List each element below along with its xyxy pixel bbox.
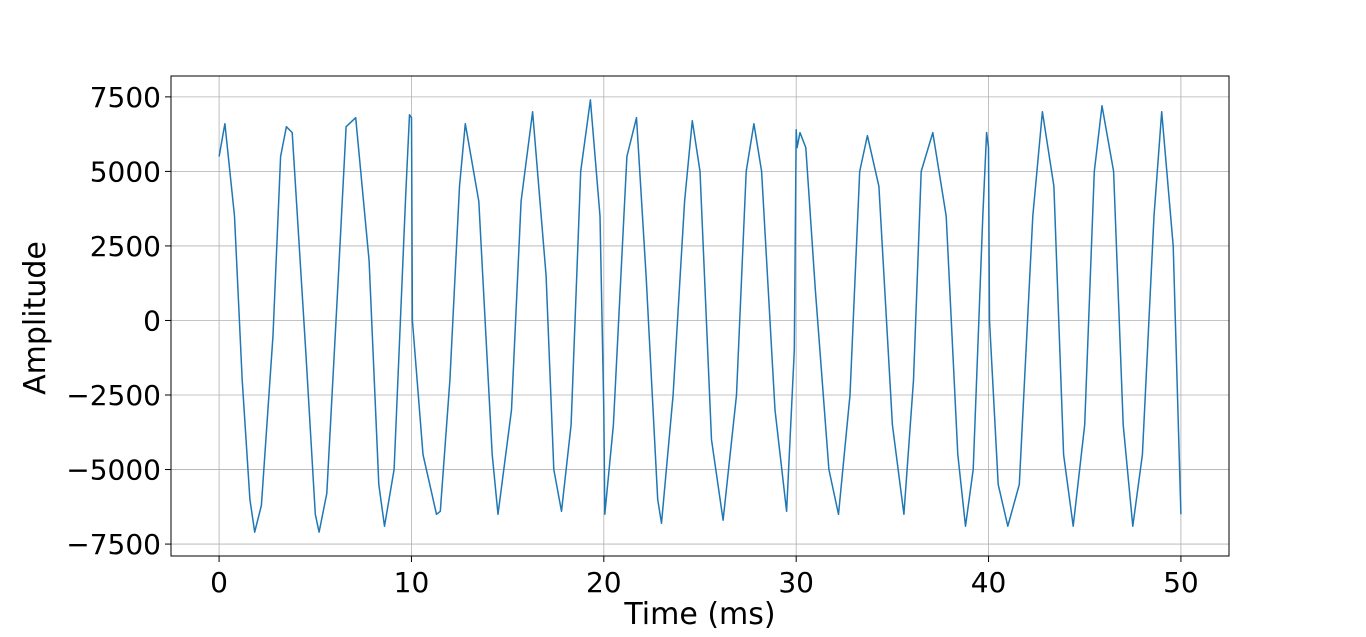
y-tick-label: 0	[143, 304, 161, 337]
x-tick-label: 50	[1163, 566, 1199, 599]
y-tick-label: 7500	[90, 81, 161, 114]
y-tick-label: 5000	[90, 155, 161, 188]
x-tick-label: 40	[971, 566, 1007, 599]
x-tick-label: 30	[778, 566, 814, 599]
series-line	[218, 99, 1182, 533]
plot-frame	[170, 75, 1230, 557]
y-tick-label: 2500	[90, 230, 161, 263]
y-axis-ticks: −7500 −5000 −2500 0 2500 5000 7500	[66, 81, 171, 561]
x-tick-label: 0	[210, 566, 228, 599]
x-tick-label: 20	[586, 566, 622, 599]
x-axis-ticks: 0 10 20 30 40 50	[210, 556, 1199, 599]
y-tick-label: −5000	[66, 454, 161, 487]
x-tick-label: 10	[394, 566, 430, 599]
series-layer	[218, 99, 1182, 533]
grid-lines	[171, 76, 1229, 556]
y-tick-label: −7500	[66, 528, 161, 561]
y-tick-label: −2500	[66, 379, 161, 412]
y-axis-label: Amplitude	[18, 241, 53, 395]
x-axis-label: Time (ms)	[623, 597, 775, 632]
